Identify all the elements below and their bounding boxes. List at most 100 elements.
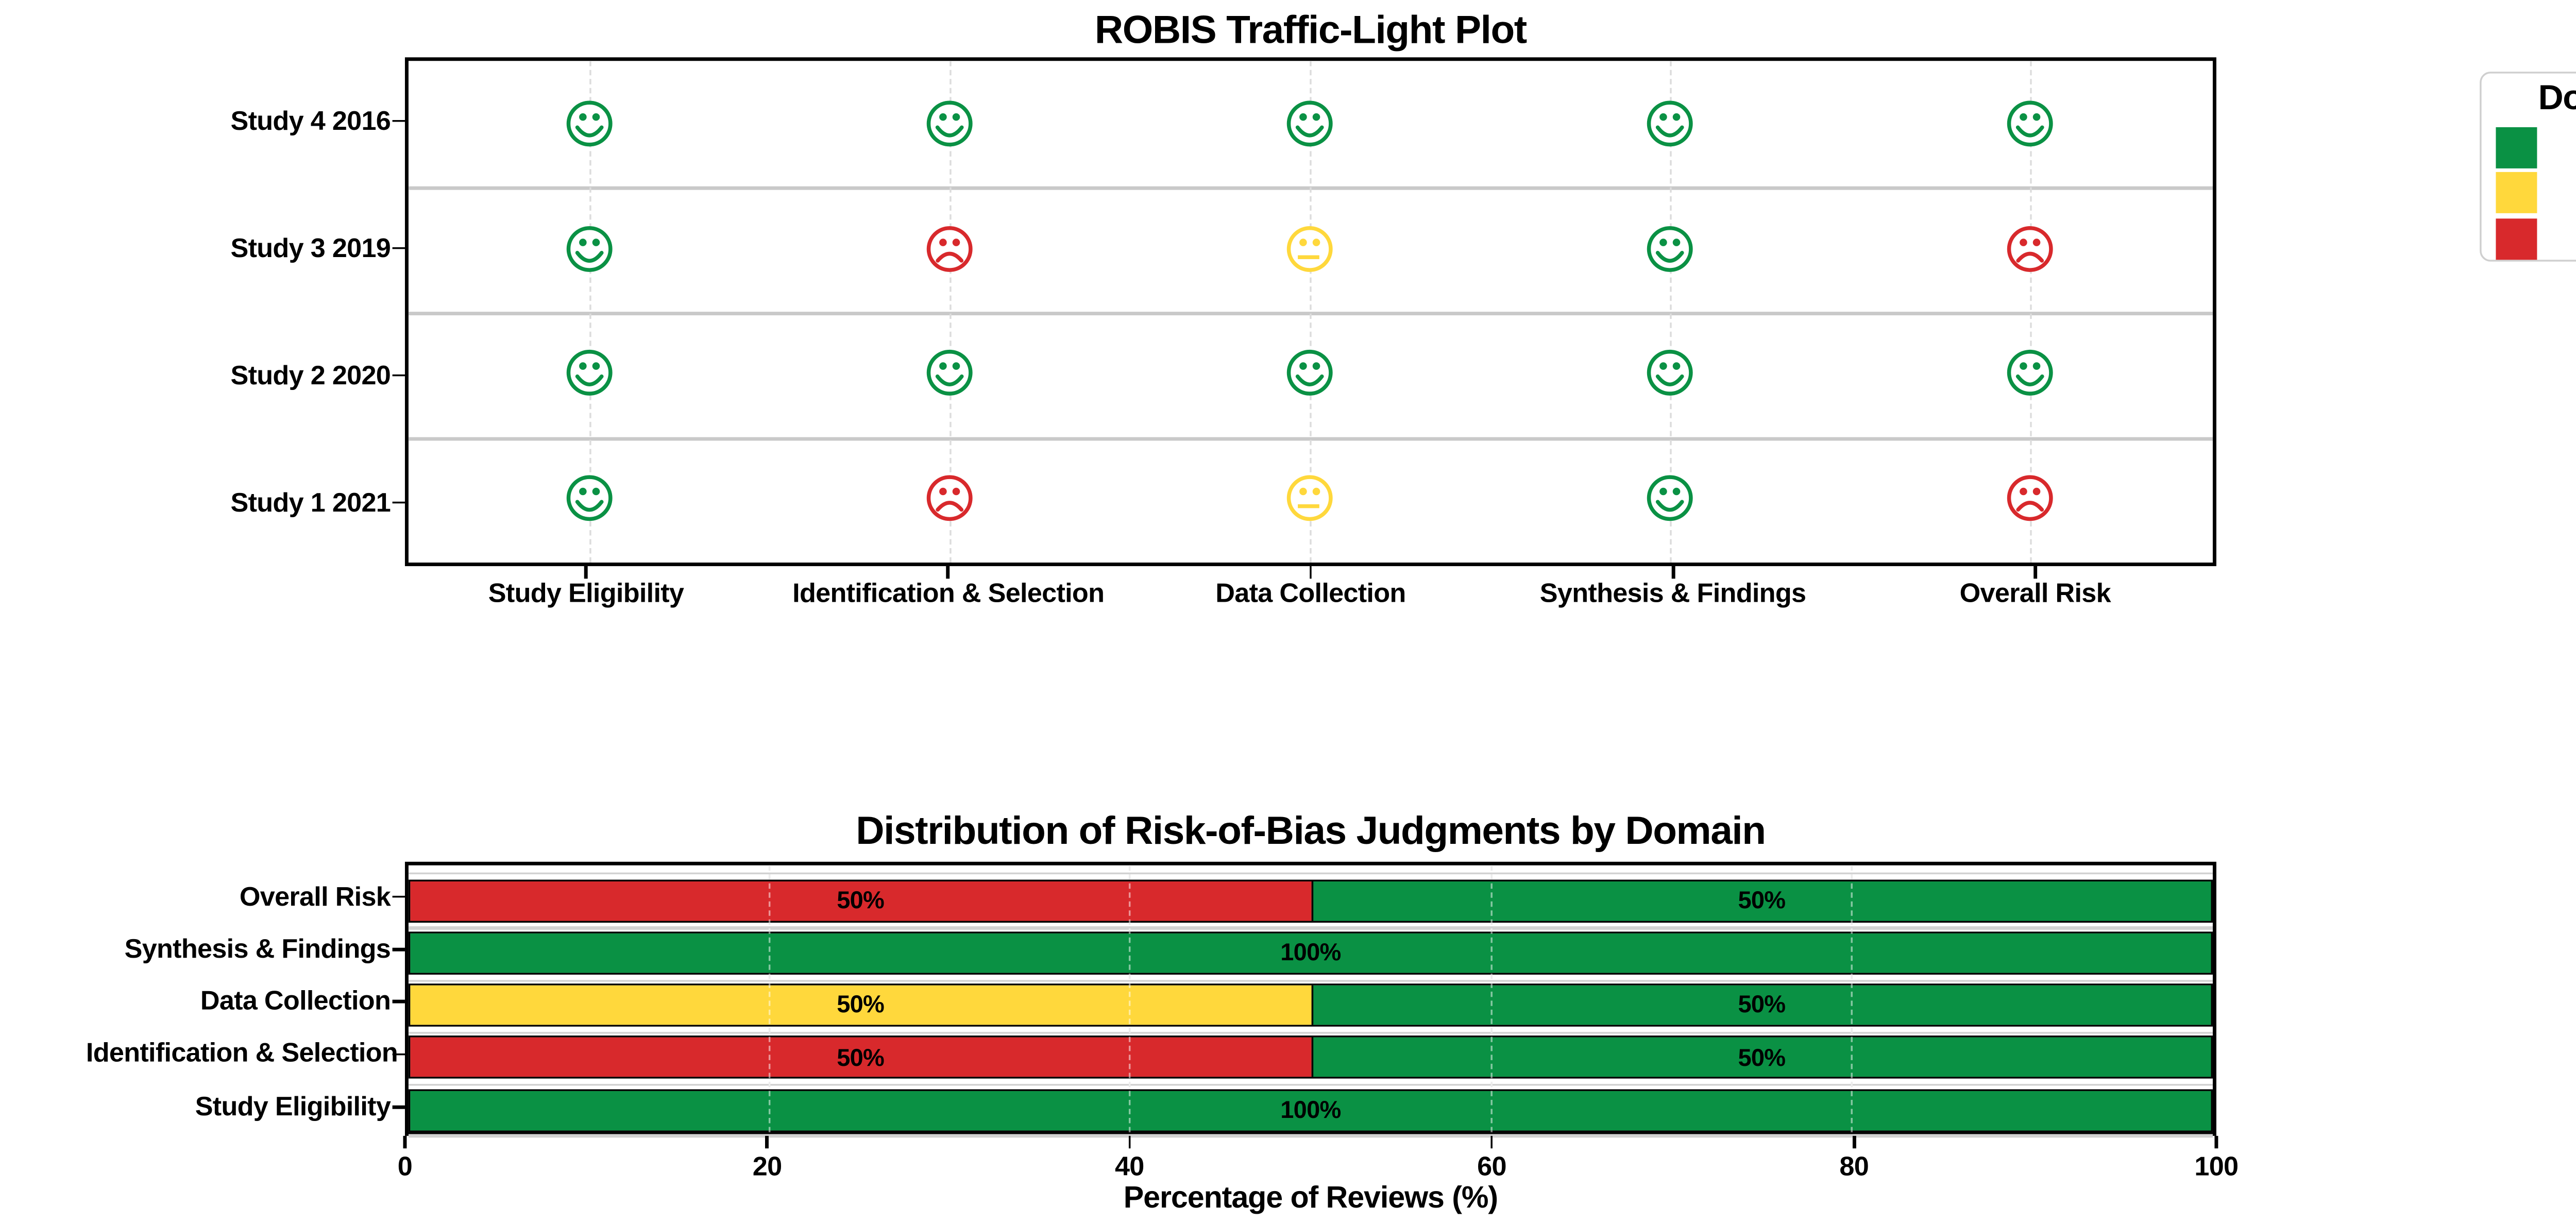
y-tick-mark (392, 947, 405, 951)
x-tick-label: 40 (1114, 1152, 1144, 1183)
bar-row: 50% 50% (408, 1036, 2213, 1079)
legend-label: High Risk (2574, 224, 2576, 254)
y-tick-mark (392, 246, 405, 250)
face-smile-icon (1647, 100, 1693, 146)
bar-row: 100% (408, 931, 2213, 975)
column-gridline (1670, 61, 1672, 563)
bar-segment-high-risk: 50% (410, 880, 1311, 920)
x-gridline-overlay (769, 865, 771, 1132)
legend-item: Low Risk (2496, 127, 2576, 168)
face-smile-icon (566, 100, 612, 146)
traffic-light-marker-unclear (1286, 475, 1333, 521)
face-smile-icon (926, 350, 972, 397)
legend-label: Unclear Risk (2574, 178, 2576, 209)
face-smile-icon (2008, 350, 2054, 397)
traffic-light-marker-low (1286, 350, 1333, 397)
y-tick-mark (392, 373, 405, 377)
traffic-light-marker-low (1286, 100, 1333, 146)
face-smile-icon (1647, 350, 1693, 397)
bar-gap-gridline (408, 926, 2213, 929)
x-gridline-overlay (1850, 865, 1853, 1132)
column-gridline (1310, 61, 1312, 563)
column-label: Study Eligibility (488, 579, 684, 609)
traffic-light-marker-low (1647, 225, 1693, 271)
face-neutral-icon (1286, 475, 1333, 521)
bar-segment-label: 50% (837, 886, 885, 913)
x-tick-mark (1490, 1135, 1494, 1149)
legend-item: High Risk (2496, 218, 2576, 260)
traffic-light-marker-high (2007, 475, 2054, 521)
row-label: Study 4 2016 (230, 106, 391, 137)
traffic-light-marker-low (1647, 350, 1693, 397)
legend-item: Unclear Risk (2496, 173, 2576, 214)
traffic-light-marker-unclear (1286, 225, 1333, 271)
face-smile-icon (2008, 100, 2054, 146)
x-tick-label: 60 (1477, 1152, 1506, 1183)
bar-segment-high-risk: 50% (410, 1038, 1311, 1078)
traffic-light-title: ROBIS Traffic-Light Plot (1094, 7, 1527, 52)
traffic-light-marker-low (1647, 475, 1693, 521)
x-tick-label: 80 (1839, 1152, 1869, 1183)
legend-swatch-high-risk (2496, 218, 2537, 260)
x-tick-mark (1671, 566, 1675, 579)
face-neutral-icon (1286, 225, 1333, 271)
x-tick-mark (2033, 566, 2037, 579)
x-tick-mark (946, 566, 950, 579)
bar-segment-low-risk: 50% (1310, 1038, 2211, 1078)
bar-row: 100% (408, 1089, 2213, 1132)
traffic-light-plot-area (404, 57, 2216, 566)
column-label: Synthesis & Findings (1539, 579, 1806, 609)
column-gridline (2030, 61, 2033, 563)
legend-title: Domain Risk (2538, 79, 2576, 118)
traffic-light-marker-low (2007, 100, 2054, 146)
y-tick-mark (392, 119, 405, 123)
bar-row: 50% 50% (408, 983, 2213, 1027)
bar-segment-low-risk: 100% (410, 933, 2211, 973)
x-tick-label: 20 (752, 1152, 782, 1183)
face-frown-icon (2008, 475, 2054, 521)
face-smile-icon (1286, 100, 1333, 146)
face-smile-icon (566, 225, 612, 271)
row-label: Study 1 2021 (230, 487, 391, 518)
face-frown-icon (2008, 225, 2054, 271)
face-frown-icon (926, 225, 972, 271)
bar-segment-label: 50% (1738, 991, 1786, 1018)
bar-plot-area: 50% 50% 100% 50% 50% 50% 50% 100% (404, 861, 2216, 1137)
x-tick-mark (1128, 1135, 1131, 1149)
bar-gap-gridline (408, 1134, 2213, 1137)
traffic-light-marker-low (1647, 100, 1693, 146)
traffic-light-marker-low (926, 100, 972, 146)
bar-segment-label: 50% (837, 991, 885, 1018)
x-gridline-overlay (1490, 865, 1492, 1132)
y-tick-mark (392, 1052, 405, 1056)
bar-category-label: Synthesis & Findings (124, 933, 391, 965)
bar-category-label: Overall Risk (239, 881, 391, 912)
traffic-light-marker-high (926, 225, 972, 271)
x-tick-mark (1852, 1135, 1856, 1149)
column-label: Overall Risk (1959, 579, 2111, 609)
bar-category-label: Identification & Selection (86, 1039, 398, 1069)
face-smile-icon (926, 100, 972, 146)
bar-gap-gridline (408, 872, 2213, 875)
bar-segment-low-risk: 100% (410, 1090, 2211, 1130)
bar-segment-label: 100% (1280, 939, 1341, 966)
x-tick-label: 0 (397, 1152, 413, 1183)
x-tick-mark (403, 1135, 407, 1149)
traffic-light-marker-low (566, 475, 612, 521)
bar-category-label: Study Eligibility (195, 1091, 391, 1122)
bar-segment-low-risk: 50% (1310, 986, 2211, 1025)
traffic-light-marker-low (926, 350, 972, 397)
row-label: Study 3 2019 (230, 233, 391, 264)
bar-gap-gridline (408, 1084, 2213, 1087)
y-tick-mark (392, 501, 405, 504)
face-smile-icon (566, 350, 612, 397)
traffic-light-marker-low (566, 225, 612, 271)
x-tick-label: 100 (2194, 1152, 2239, 1183)
bar-category-label: Data Collection (200, 986, 391, 1017)
face-smile-icon (1647, 475, 1693, 521)
legend-swatch-low-risk (2496, 127, 2537, 168)
legend-swatch-unclear-risk (2496, 173, 2537, 214)
traffic-light-marker-low (566, 350, 612, 397)
